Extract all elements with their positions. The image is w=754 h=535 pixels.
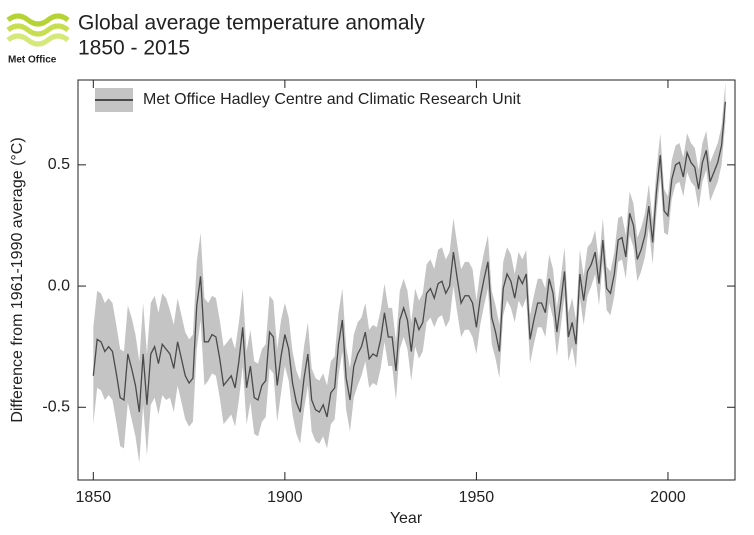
logo-wave: [6, 13, 70, 27]
y-axis-label: Difference from 1961-1990 average (°C): [9, 137, 26, 422]
x-tick-label: 1850: [76, 489, 112, 506]
legend-label: Met Office Hadley Centre and Climatic Re…: [143, 91, 521, 108]
series-line: [92, 101, 727, 418]
y-tick-label: 0.5: [48, 156, 70, 173]
y-tick-label: 0.0: [48, 277, 70, 294]
uncertainty-band: [93, 82, 726, 464]
plot-frame: [77, 79, 736, 481]
chart-title: Global average temperature anomaly: [78, 12, 425, 35]
logo-wave: [6, 23, 70, 37]
chart-subtitle: 1850 - 2015: [78, 37, 190, 60]
x-tick-label: 2000: [650, 489, 686, 506]
logo: Met Office: [6, 13, 70, 66]
y-tick-label: -0.5: [42, 398, 70, 415]
logo-text: Met Office: [8, 55, 57, 66]
x-tick-label: 1950: [459, 489, 495, 506]
logo-wave: [6, 33, 70, 47]
x-axis-label: Year: [390, 510, 423, 527]
x-tick-label: 1900: [267, 489, 303, 506]
